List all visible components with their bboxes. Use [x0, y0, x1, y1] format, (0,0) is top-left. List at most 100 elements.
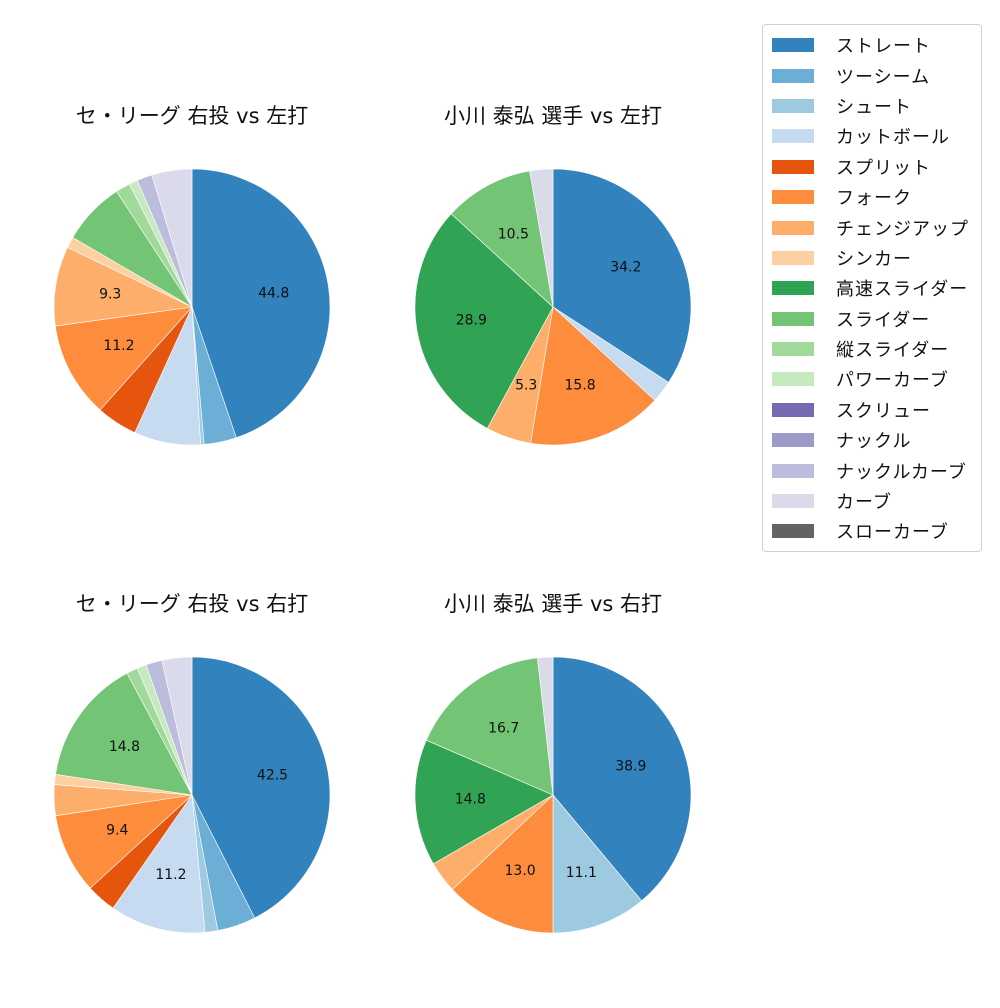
- slice-value-label: 16.7: [488, 721, 519, 737]
- pie-slice: [552, 656, 692, 902]
- slice-value-label: 38.9: [615, 759, 646, 775]
- slice-value-label: 28.9: [456, 313, 487, 329]
- slice-value-label: 5.3: [515, 377, 537, 393]
- chart-title: セ・リーグ 右投 vs 左打: [75, 104, 309, 128]
- chart-title: 小川 泰弘 選手 vs 右打: [443, 592, 663, 616]
- legend-item: シュート: [763, 91, 981, 121]
- legend-label: ナックルカーブ: [836, 461, 967, 483]
- pie-slice: [537, 656, 554, 796]
- legend-label: シンカー: [836, 248, 912, 270]
- legend-item: カットボール: [763, 121, 981, 151]
- legend-item: スクリュー: [763, 395, 981, 425]
- slice-value-label: 42.5: [257, 768, 288, 784]
- legend-swatch: [772, 159, 814, 174]
- legend-swatch: [772, 402, 814, 417]
- legend-item: フォーク: [763, 182, 981, 212]
- slice-value-label: 14.8: [455, 792, 486, 808]
- legend-swatch: [772, 372, 814, 387]
- legend-label: 高速スライダー: [836, 279, 969, 301]
- pie-slice: [451, 794, 554, 934]
- pie-panel-league-vs-right: セ・リーグ 右投 vs 右打 42.5 11.2 9.4 14.8: [22, 588, 362, 1008]
- legend-swatch: [772, 68, 814, 83]
- slice-value-label: 10.5: [498, 226, 529, 242]
- pie-slice: [53, 247, 194, 327]
- slice-value-label: 9.3: [99, 286, 121, 302]
- legend-label: スローカーブ: [836, 522, 949, 544]
- legend-label: チェンジアップ: [836, 218, 969, 240]
- slice-value-label: 15.8: [565, 377, 596, 393]
- chart-title: セ・リーグ 右投 vs 右打: [75, 592, 309, 616]
- legend-swatch: [772, 463, 814, 478]
- pie-slice: [414, 739, 554, 865]
- pie-slice: [530, 306, 656, 446]
- legend-label: フォーク: [836, 188, 912, 210]
- pie-chart: 34.2 15.8 5.3 28.9 10.5: [414, 168, 692, 446]
- legend-label: カットボール: [836, 127, 950, 149]
- slice-value-label: 44.8: [258, 286, 289, 302]
- legend-item: チェンジアップ: [763, 212, 981, 242]
- legend: ストレートツーシームシュートカットボール スプリットフォークチェンジアップ シンカー…: [762, 24, 982, 552]
- legend-item: パワーカーブ: [763, 364, 981, 394]
- pie-chart: 38.9 11.1 13.0 14.8 16.7: [414, 656, 692, 934]
- legend-swatch: [772, 38, 814, 53]
- legend-label: ストレート: [836, 36, 931, 58]
- legend-label: ツーシーム: [836, 66, 931, 88]
- pie-slice: [191, 656, 331, 919]
- legend-swatch: [772, 281, 814, 296]
- legend-label: スライダー: [836, 309, 931, 331]
- legend-swatch: [772, 524, 814, 539]
- legend-label: カーブ: [836, 492, 892, 514]
- pie-slice: [529, 168, 554, 308]
- slice-value-label: 11.2: [103, 338, 134, 354]
- legend-label: 縦スライダー: [836, 340, 950, 362]
- slice-value-label: 11.2: [155, 867, 186, 883]
- pie-slice: [552, 794, 643, 934]
- pie-slice: [112, 794, 206, 934]
- slice-value-label: 34.2: [610, 260, 641, 276]
- pie-chart: 42.5 11.2 9.4 14.8: [53, 656, 331, 934]
- slice-value-label: 9.4: [106, 823, 128, 839]
- legend-swatch: [772, 494, 814, 509]
- pie-slice: [425, 657, 554, 796]
- legend-swatch: [772, 129, 814, 144]
- pie-panel-ogawa-vs-right: 小川 泰弘 選手 vs 右打 38.9 11.1 13.0 14.8 16.7: [383, 588, 723, 1008]
- legend-label: スプリット: [836, 157, 931, 179]
- legend-swatch: [772, 250, 814, 265]
- legend-label: スクリュー: [836, 400, 931, 422]
- legend-item: 高速スライダー: [763, 273, 981, 303]
- legend-label: ナックル: [836, 431, 912, 453]
- legend-swatch: [772, 220, 814, 235]
- legend-item: シンカー: [763, 243, 981, 273]
- pie-slice: [414, 213, 554, 429]
- legend-swatch: [772, 433, 814, 448]
- pie-chart: 44.8 11.2 9.3: [53, 168, 331, 446]
- slice-value-label: 14.8: [109, 739, 140, 755]
- legend-item: ナックルカーブ: [763, 455, 981, 485]
- legend-swatch: [772, 311, 814, 326]
- legend-label: パワーカーブ: [836, 370, 949, 392]
- legend-item: ツーシーム: [763, 60, 981, 90]
- pie-slice: [552, 168, 692, 383]
- chart-title: 小川 泰弘 選手 vs 左打: [443, 104, 663, 128]
- pie-panel-league-vs-left: セ・リーグ 右投 vs 左打 44.8 11.2 9.3: [22, 100, 362, 520]
- pie-slice: [450, 170, 554, 308]
- legend-swatch: [772, 98, 814, 113]
- legend-item: スライダー: [763, 304, 981, 334]
- pie-slice: [161, 656, 193, 796]
- pie-slice: [55, 672, 193, 796]
- pie-slice: [191, 168, 331, 439]
- legend-item: 縦スライダー: [763, 334, 981, 364]
- legend-item: スローカーブ: [763, 516, 981, 546]
- legend-swatch: [772, 342, 814, 357]
- pie-slice: [151, 168, 193, 308]
- legend-item: ナックル: [763, 425, 981, 455]
- pie-panel-ogawa-vs-left: 小川 泰弘 選手 vs 左打 34.2 15.8 5.3 28.9 10.5: [383, 100, 723, 520]
- legend-label: シュート: [836, 96, 912, 118]
- pie-slice: [55, 794, 193, 889]
- legend-swatch: [772, 190, 814, 205]
- slice-value-label: 11.1: [566, 865, 597, 881]
- legend-item: スプリット: [763, 152, 981, 182]
- slice-value-label: 13.0: [505, 863, 536, 879]
- legend-item: ストレート: [763, 30, 981, 60]
- legend-item: カーブ: [763, 486, 981, 516]
